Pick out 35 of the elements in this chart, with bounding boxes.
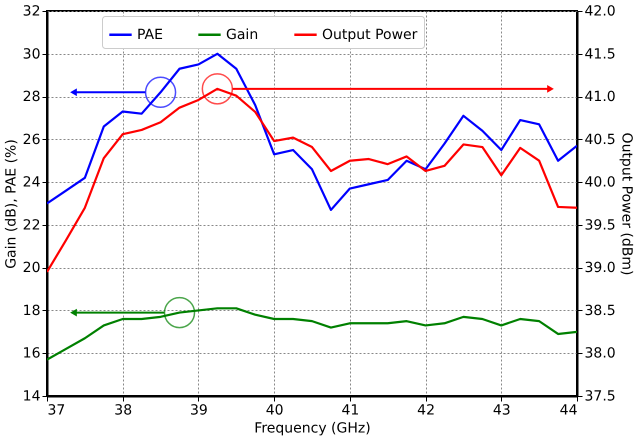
legend-label: Output Power	[322, 26, 418, 43]
y-tick-label: 16	[22, 346, 41, 362]
y-tick-label: 20	[22, 260, 40, 276]
y-tick-label: 22	[22, 217, 40, 234]
x-tick-label: 43	[492, 402, 511, 418]
y2-tick-label: 39.0	[584, 260, 616, 276]
y-tick-label: 18	[22, 302, 40, 319]
x-tick-label: 38	[114, 402, 132, 418]
y-tick-label: 24	[22, 174, 41, 191]
y2-tick-label: 41.5	[584, 46, 616, 62]
y-tick-label: 32	[22, 4, 40, 20]
y2-tick-label: 40.5	[584, 132, 616, 148]
y-axis-title: Gain (dB), PAE (%)	[4, 139, 20, 269]
y2-tick-label: 41.0	[584, 89, 616, 106]
y2-axis-title: Output Power (dBm)	[618, 132, 635, 276]
x-tick-label: 37	[48, 402, 66, 418]
x-tick-label: 39	[190, 402, 208, 418]
y2-tick-label: 40.0	[584, 174, 616, 191]
y-tick-label: 28	[22, 89, 40, 106]
legend-label: Gain	[226, 26, 258, 43]
x-axis-title: Frequency (GHz)	[254, 420, 371, 436]
y2-tick-label: 38.5	[584, 302, 616, 319]
y-tick-label: 14	[22, 388, 41, 404]
y2-tick-label: 42.0	[584, 4, 616, 20]
legend-label: PAE	[137, 26, 163, 43]
x-tick-label: 44	[560, 402, 578, 418]
x-tick-label: 41	[341, 402, 360, 418]
y2-tick-label: 37.5	[584, 388, 616, 404]
y-tick-label: 26	[22, 132, 41, 148]
y-tick-label: 30	[22, 46, 40, 62]
y2-tick-label: 39.5	[584, 217, 616, 234]
x-tick-label: 40	[266, 402, 284, 418]
line-series	[47, 52, 577, 212]
x-tick-label: 42	[417, 402, 435, 418]
y2-tick-label: 38.0	[584, 346, 616, 362]
